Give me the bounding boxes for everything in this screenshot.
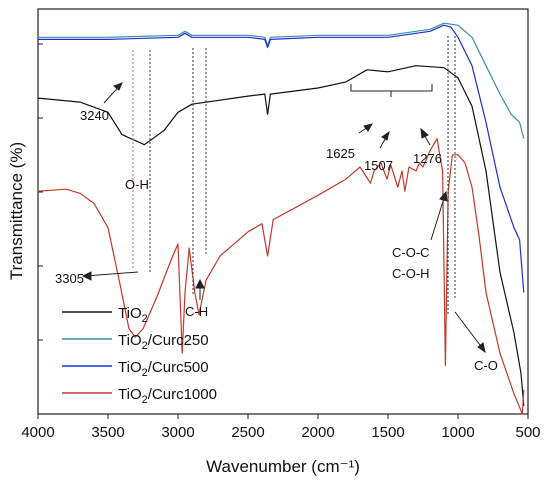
y-axis-title: Transmittance (%) [7,142,26,280]
series-lines [37,22,525,415]
label-1507: 1507 [364,158,393,173]
x-tick-label-7: 500 [515,424,540,441]
fingerprint-bracket [350,84,433,97]
x-axis-title: Wavenumber (cm⁻¹) [206,457,360,476]
legend-item-2: TiO2/Curc500 [62,359,209,379]
x-tick-label-1: 3500 [91,424,124,441]
x-axis-ticks: 4000 3500 3000 2500 2000 1500 1000 500 [21,414,541,441]
x-tick-label-0: 4000 [21,424,54,441]
plot-frame [37,8,529,415]
label-1276: 1276 [413,151,442,166]
label-3240: 3240 [80,108,109,123]
legend-item-1: TiO2/Curc250 [62,332,209,352]
series-line-3 [37,138,525,415]
x-tick-label-6: 1000 [441,424,474,441]
label-oh: O-H [125,177,149,192]
x-tick-label-3: 2500 [231,424,264,441]
x-tick-label-2: 3000 [161,424,194,441]
legend: TiO2 TiO2/Curc250 TiO2/Curc500 TiO2/Curc… [62,305,217,406]
legend-item-0: TiO2 [62,305,148,325]
series-line-2 [38,24,525,293]
peak-guide-lines [132,36,456,314]
legend-label-0: TiO2 [118,305,148,325]
label-3305: 3305 [55,271,84,286]
x-tick-label-5: 1500 [371,424,404,441]
label-1625: 1625 [326,146,355,161]
label-co: C-O [474,358,498,373]
x-tick-label-4: 2000 [301,424,334,441]
series-line-0 [37,65,525,406]
label-coc: C-O-C [392,245,430,260]
y-axis-ticks [38,43,43,415]
legend-label-1: TiO2/Curc250 [118,332,209,352]
series-line-1 [38,22,525,139]
legend-label-3: TiO2/Curc1000 [118,386,217,406]
label-coh: C-O-H [392,266,430,281]
legend-item-3: TiO2/Curc1000 [62,386,217,406]
label-ch: C-H [185,304,208,319]
legend-label-2: TiO2/Curc500 [118,359,209,379]
annotation-arrows [81,82,486,354]
